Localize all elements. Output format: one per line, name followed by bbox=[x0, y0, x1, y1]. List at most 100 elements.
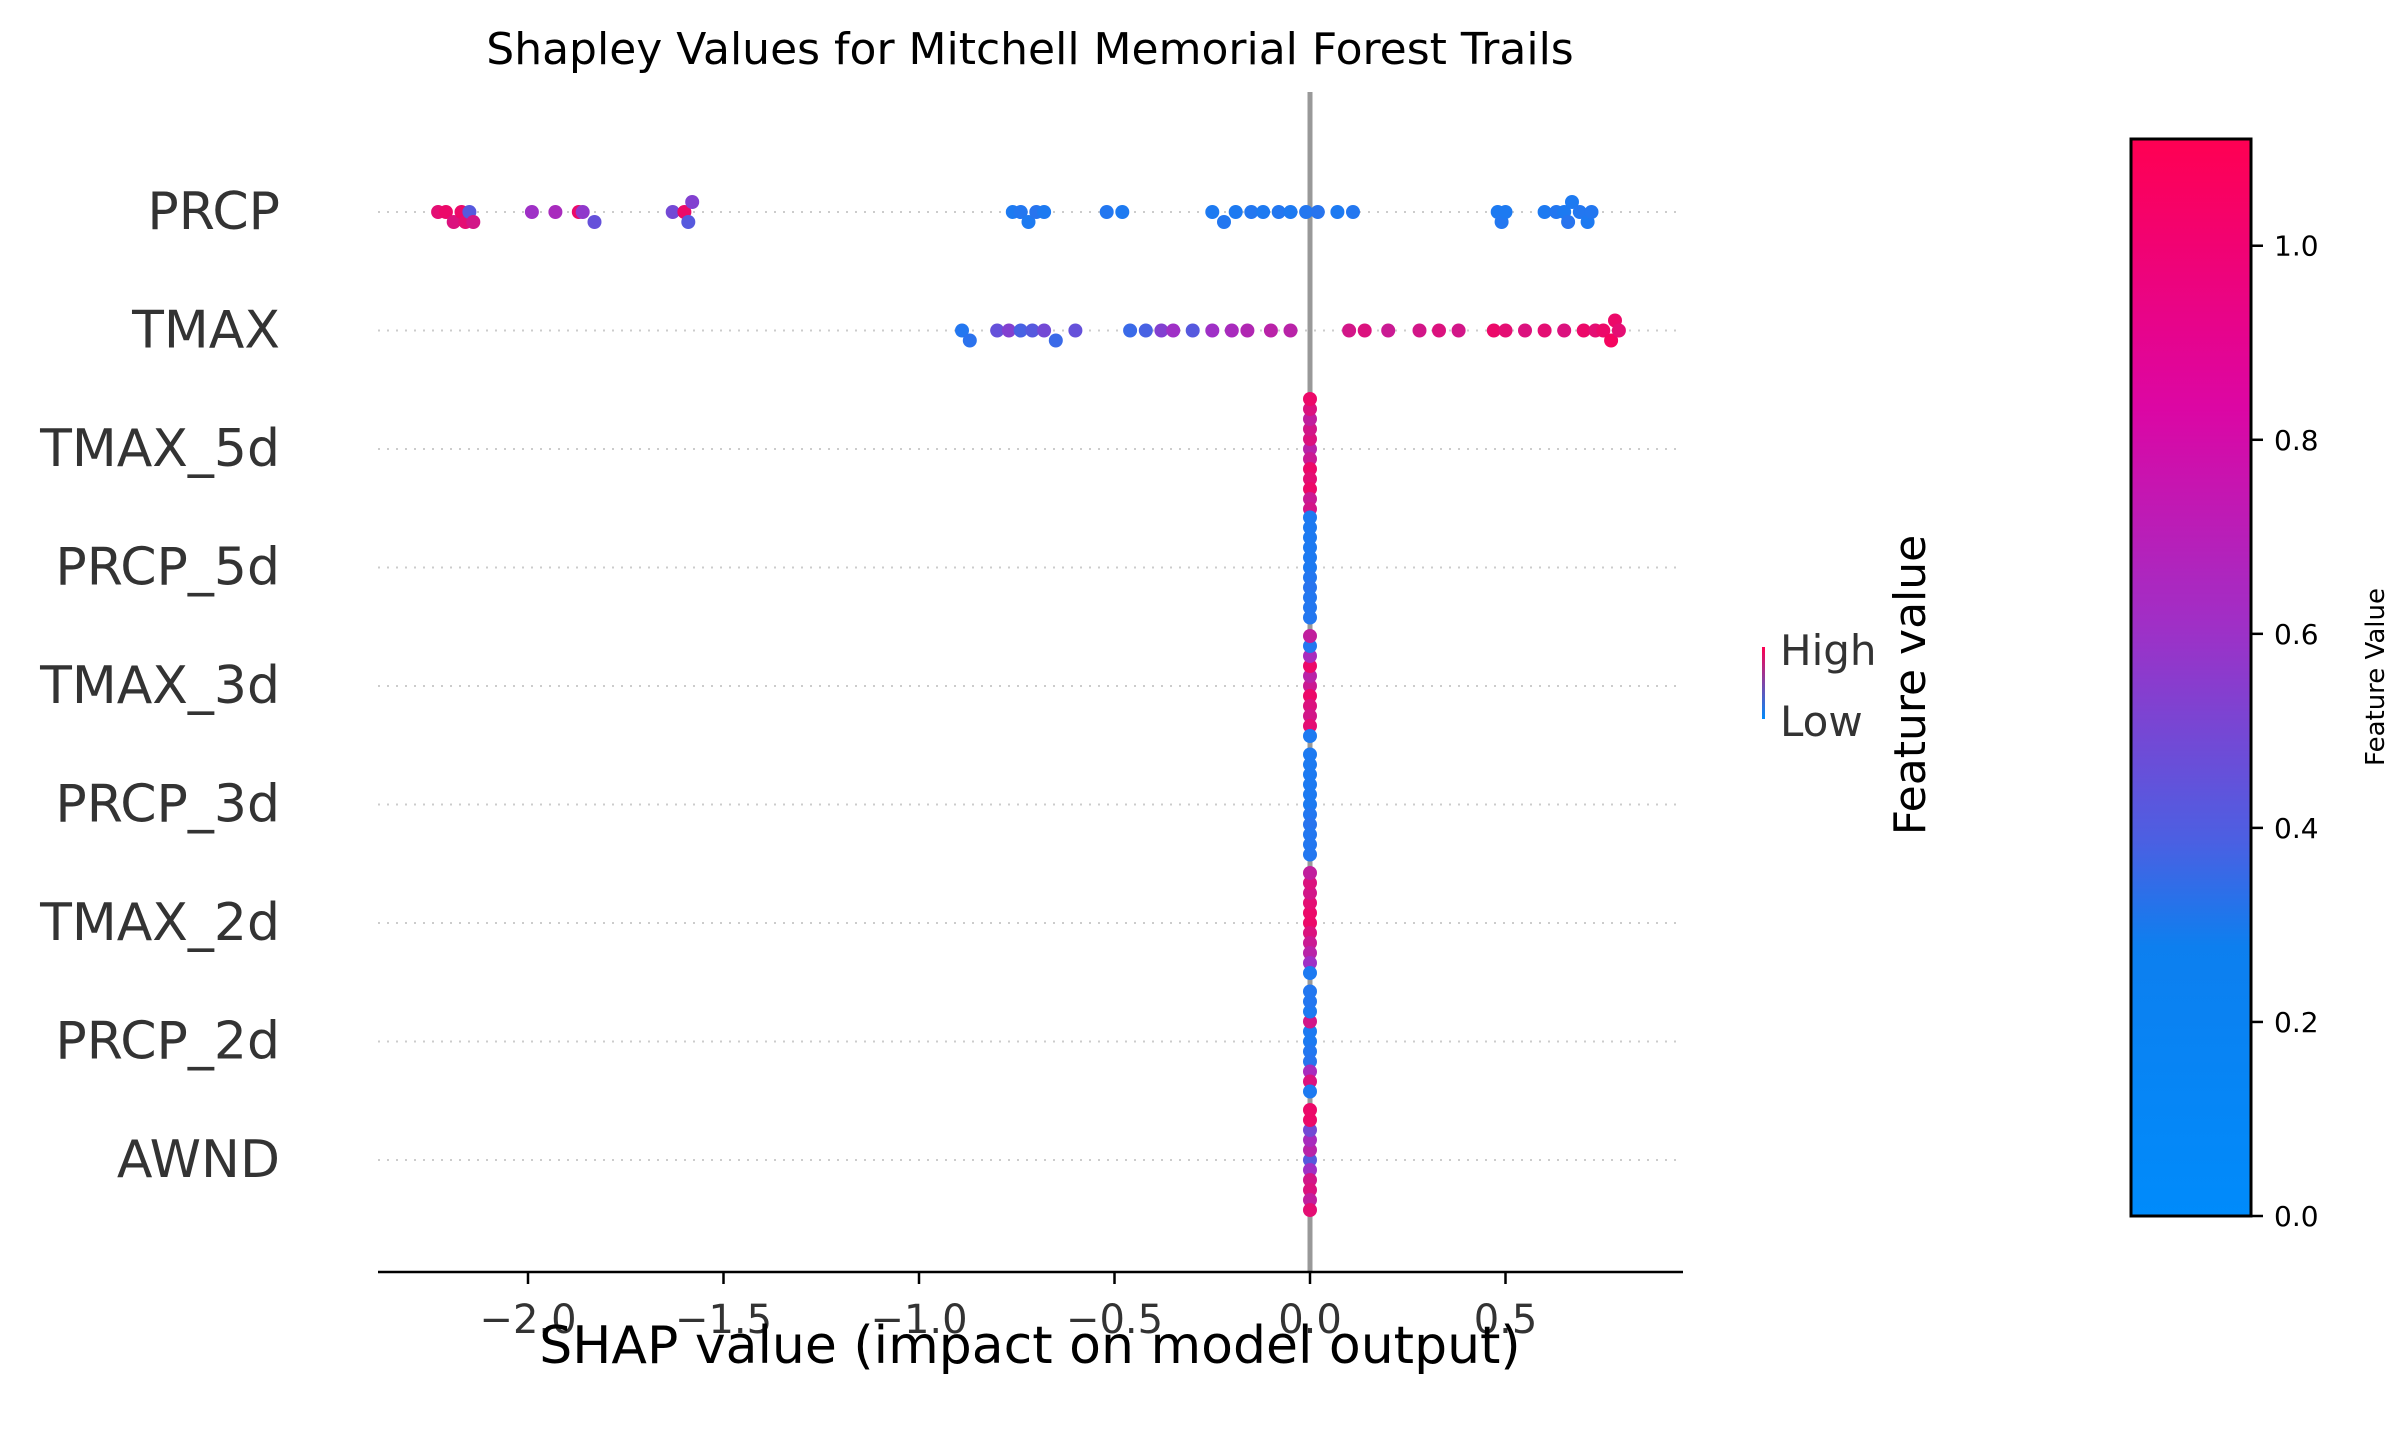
data-point bbox=[1303, 699, 1317, 713]
data-point bbox=[1303, 719, 1317, 733]
data-point bbox=[1303, 1064, 1317, 1079]
data-point bbox=[1013, 323, 1028, 338]
feature-label: PRCP bbox=[147, 182, 280, 242]
data-point bbox=[1068, 323, 1083, 338]
data-point bbox=[1283, 323, 1298, 338]
data-point bbox=[1604, 333, 1619, 348]
data-point bbox=[1576, 323, 1591, 338]
data-point bbox=[1303, 966, 1317, 980]
data-point bbox=[587, 215, 602, 229]
data-point bbox=[1303, 442, 1317, 456]
data-point bbox=[1303, 472, 1317, 486]
data-point bbox=[1303, 926, 1317, 940]
legend-high-label: High bbox=[1780, 626, 1877, 675]
data-point bbox=[1303, 1074, 1317, 1089]
data-point bbox=[1303, 649, 1317, 663]
feature-label: TMAX_3d bbox=[39, 656, 280, 716]
data-point bbox=[1584, 205, 1599, 219]
colorbar-gradient bbox=[2129, 137, 2253, 1218]
data-point bbox=[1303, 540, 1317, 555]
data-point bbox=[1303, 1054, 1317, 1069]
data-point bbox=[1303, 777, 1317, 792]
data-point bbox=[1310, 205, 1325, 219]
data-point bbox=[1099, 205, 1114, 219]
data-point bbox=[1303, 837, 1317, 852]
data-point bbox=[1303, 689, 1317, 703]
data-point bbox=[1244, 205, 1259, 219]
data-point bbox=[1303, 886, 1317, 900]
data-point bbox=[1303, 530, 1317, 545]
data-point bbox=[1537, 205, 1552, 219]
data-point bbox=[1303, 807, 1317, 822]
data-point bbox=[1303, 797, 1317, 812]
data-point bbox=[1217, 215, 1231, 229]
data-point bbox=[1303, 1203, 1317, 1217]
data-point bbox=[1224, 323, 1239, 338]
data-point bbox=[1412, 323, 1427, 338]
x-axis-label: SHAP value (impact on model output) bbox=[539, 1316, 1520, 1376]
data-point bbox=[1303, 1183, 1317, 1197]
data-point bbox=[1048, 333, 1063, 348]
data-point bbox=[1166, 323, 1181, 338]
data-point bbox=[1303, 896, 1317, 910]
data-point bbox=[1303, 1143, 1317, 1157]
data-point bbox=[1303, 520, 1317, 535]
data-point bbox=[1037, 205, 1052, 219]
data-point bbox=[1303, 452, 1317, 466]
data-point bbox=[438, 205, 453, 219]
data-point bbox=[1263, 323, 1278, 338]
data-point bbox=[1228, 205, 1243, 219]
row-gridlines bbox=[378, 211, 1683, 1161]
data-point bbox=[1611, 323, 1626, 338]
data-point bbox=[1303, 936, 1317, 950]
data-point bbox=[1025, 323, 1040, 338]
data-point bbox=[1303, 729, 1317, 743]
feature-value-legend: High Low Feature value bbox=[1762, 535, 1936, 835]
data-point bbox=[1518, 323, 1532, 338]
data-point bbox=[1303, 402, 1317, 416]
colorbar-ticks: 0.0 0.2 0.4 0.6 0.8 1.0 bbox=[2251, 230, 2319, 1233]
legend-low-label: Low bbox=[1780, 697, 1863, 746]
data-point bbox=[1557, 323, 1572, 338]
colorbar-tick-label: 1.0 bbox=[2274, 230, 2319, 263]
data-point bbox=[1154, 323, 1169, 338]
data-point bbox=[466, 215, 481, 229]
data-point bbox=[524, 205, 539, 219]
data-point bbox=[1303, 1133, 1317, 1147]
colorbar-label: Feature Value bbox=[2361, 588, 2391, 766]
data-point bbox=[1303, 590, 1317, 605]
data-point bbox=[1303, 906, 1317, 920]
data-point bbox=[1303, 747, 1317, 762]
data-point bbox=[1001, 323, 1016, 338]
feature-label: TMAX bbox=[131, 301, 280, 361]
data-point bbox=[1303, 1034, 1317, 1049]
colorbar-tick-label: 0.6 bbox=[2274, 618, 2319, 651]
data-point bbox=[1303, 412, 1317, 426]
data-point bbox=[1303, 550, 1317, 565]
data-point bbox=[1303, 669, 1317, 683]
data-point bbox=[1498, 323, 1513, 338]
x-ticks: −2.0 −1.5 −1.0 −0.5 0.0 0.5 bbox=[479, 1272, 1537, 1343]
data-point bbox=[1123, 323, 1138, 338]
data-point bbox=[681, 215, 696, 229]
x-tick-label: −1.5 bbox=[675, 1297, 772, 1343]
x-tick-label: 0.5 bbox=[1474, 1297, 1538, 1343]
data-point bbox=[990, 323, 1005, 338]
data-point bbox=[1138, 323, 1153, 338]
data-point bbox=[1303, 482, 1317, 496]
data-point bbox=[1303, 629, 1317, 643]
data-point bbox=[1303, 639, 1317, 653]
data-point bbox=[1299, 205, 1314, 219]
data-point bbox=[1596, 323, 1611, 338]
data-point bbox=[1185, 323, 1200, 338]
colorbar-tick-label: 0.8 bbox=[2274, 424, 2319, 457]
data-point bbox=[1537, 323, 1552, 338]
data-point bbox=[446, 215, 461, 229]
data-point bbox=[1303, 679, 1317, 693]
feature-label: PRCP_5d bbox=[55, 538, 280, 598]
data-point bbox=[1498, 205, 1513, 219]
data-point bbox=[665, 205, 680, 219]
data-point bbox=[1303, 817, 1317, 832]
data-point bbox=[1205, 205, 1220, 219]
